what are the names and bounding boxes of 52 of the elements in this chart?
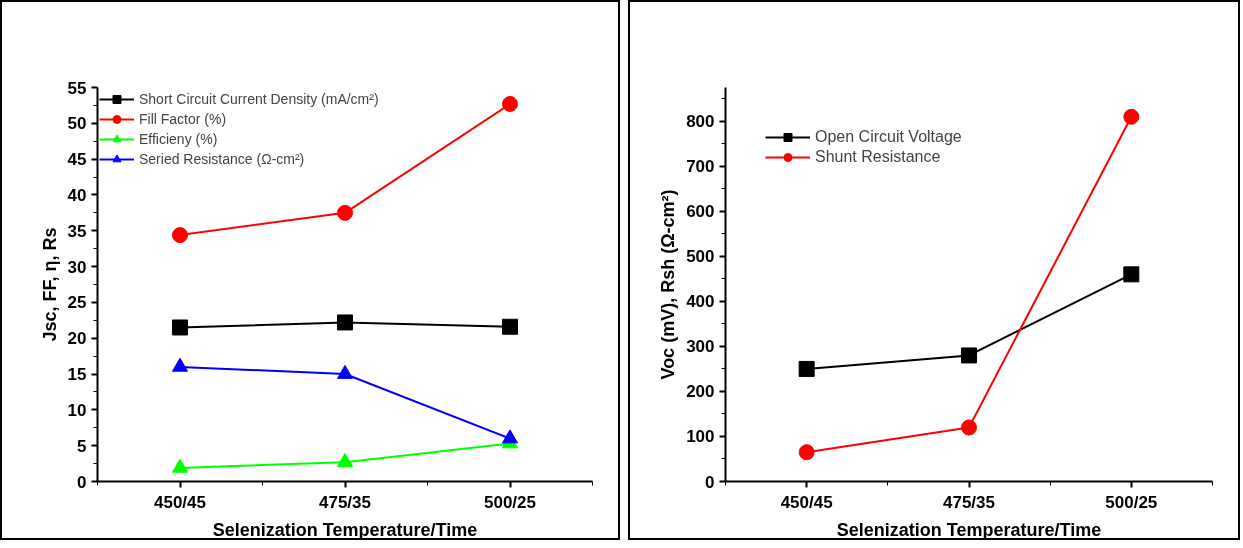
legend-label: Efficieny (%) bbox=[139, 131, 218, 147]
legend-label: Open Circuit Voltage bbox=[815, 128, 962, 146]
y-tick-label: 10 bbox=[67, 400, 87, 420]
point bbox=[1123, 108, 1140, 125]
y-tick-label: 500 bbox=[686, 247, 715, 267]
x-tick-label: 500/25 bbox=[1105, 492, 1158, 512]
x-tick-label: 475/35 bbox=[319, 492, 371, 512]
y-tick-label: 45 bbox=[67, 150, 87, 170]
point bbox=[172, 227, 188, 244]
point bbox=[798, 444, 815, 461]
y-axis-title: Jsc, FF, η, Rs bbox=[39, 227, 60, 342]
point bbox=[961, 419, 977, 436]
x-tick-label: 475/35 bbox=[943, 492, 995, 512]
y-tick-label: 55 bbox=[67, 78, 87, 98]
y-tick-label: 40 bbox=[67, 185, 87, 205]
y-tick-label: 0 bbox=[705, 472, 715, 492]
point bbox=[502, 429, 518, 444]
y-tick-label: 300 bbox=[686, 337, 715, 357]
point bbox=[337, 204, 353, 221]
point bbox=[172, 319, 188, 336]
y-tick-label: 600 bbox=[686, 202, 715, 222]
y-tick-label: 35 bbox=[67, 221, 87, 241]
y-tick-label: 15 bbox=[67, 365, 87, 385]
y-tick-label: 25 bbox=[67, 293, 87, 313]
point bbox=[502, 95, 518, 112]
y-tick-label: 30 bbox=[67, 257, 87, 277]
point bbox=[172, 357, 188, 372]
y-tick-label: 100 bbox=[686, 427, 715, 447]
x-tick-label: 450/45 bbox=[780, 492, 833, 512]
legend-label: Short Circuit Current Density (mA/cm²) bbox=[139, 91, 379, 107]
point bbox=[502, 318, 518, 335]
x-tick-label: 450/45 bbox=[154, 492, 206, 512]
y-tick-label: 0 bbox=[77, 472, 87, 492]
y-tick-label: 700 bbox=[686, 157, 715, 177]
x-tick-label: 500/25 bbox=[484, 492, 536, 512]
legend-label: Seried Resistance (Ω-cm²) bbox=[139, 151, 305, 167]
point bbox=[961, 347, 977, 364]
point bbox=[172, 458, 188, 473]
legend-label: Fill Factor (%) bbox=[139, 111, 227, 127]
point bbox=[337, 453, 353, 467]
point bbox=[1123, 266, 1140, 283]
y-tick-label: 20 bbox=[67, 329, 87, 349]
point bbox=[798, 360, 815, 377]
point bbox=[337, 314, 353, 331]
y-tick-label: 800 bbox=[686, 112, 715, 132]
legend-label: Shunt Resistance bbox=[815, 148, 941, 166]
y-axis-title: Voc (mV), Rsh (Ω-cm²) bbox=[658, 189, 679, 380]
point bbox=[337, 364, 353, 379]
y-tick-label: 5 bbox=[77, 436, 87, 456]
y-tick-label: 200 bbox=[686, 382, 715, 402]
y-tick-label: 50 bbox=[67, 114, 87, 134]
y-tick-label: 400 bbox=[686, 292, 715, 312]
